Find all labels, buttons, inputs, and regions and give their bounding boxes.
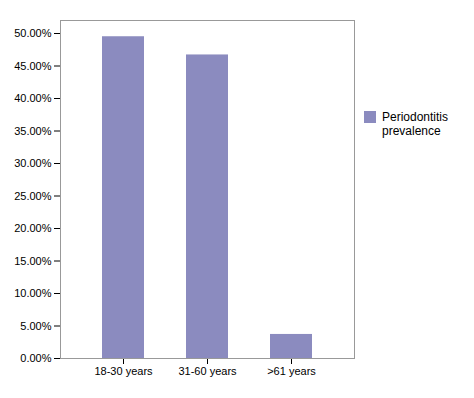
svg-text:>61 years: >61 years (267, 365, 316, 377)
svg-text:15.00%: 15.00% (14, 255, 52, 267)
svg-text:40.00%: 40.00% (14, 92, 52, 104)
svg-text:45.00%: 45.00% (14, 60, 52, 72)
svg-text:25.00%: 25.00% (14, 190, 52, 202)
svg-text:5.00%: 5.00% (20, 320, 51, 332)
html-text:Periodontitis prevalence: Periodontitis prevalence (382, 110, 448, 138)
svg-text:30.00%: 30.00% (14, 157, 52, 169)
svg-text:0.00%: 0.00% (20, 352, 51, 364)
svg-text:50.00%: 50.00% (14, 27, 52, 39)
svg-text:20.00%: 20.00% (14, 222, 52, 234)
svg-text:18-30 years: 18-30 years (94, 365, 153, 377)
svg-text:35.00%: 35.00% (14, 125, 52, 137)
svg-text:31-60 years: 31-60 years (178, 365, 237, 377)
svg-text:10.00%: 10.00% (14, 287, 52, 299)
